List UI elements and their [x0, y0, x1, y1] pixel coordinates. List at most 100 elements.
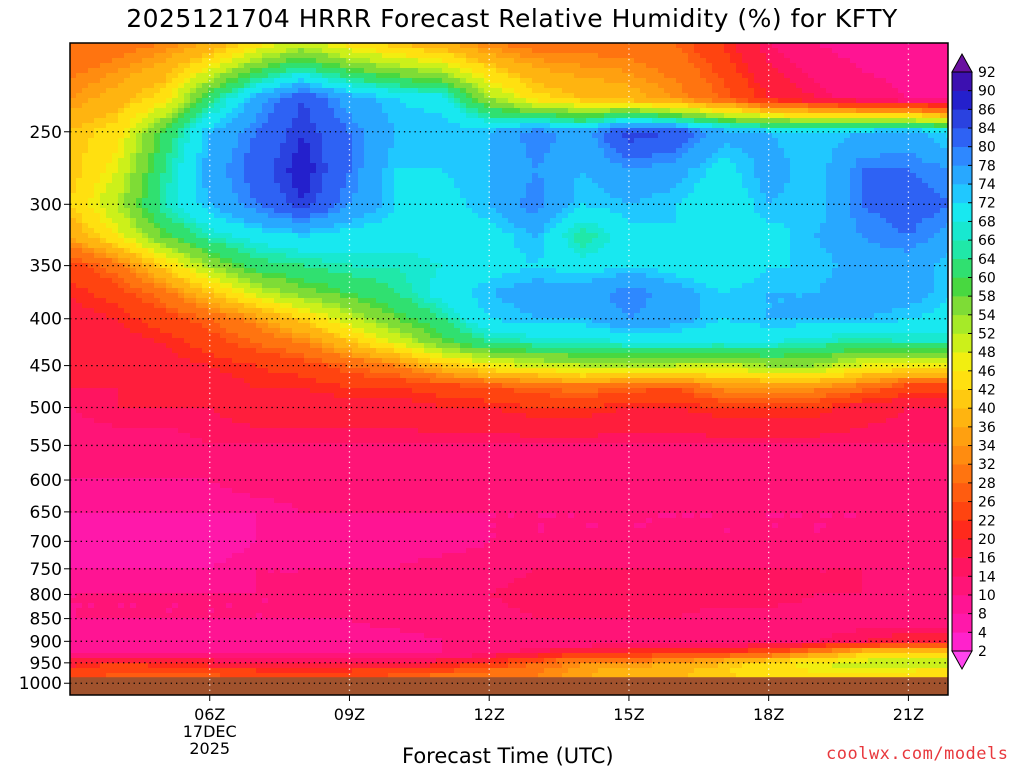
rh-cell: [274, 178, 281, 184]
rh-cell: [178, 68, 185, 74]
rh-cell: [220, 153, 227, 159]
rh-cell: [472, 173, 479, 179]
rh-cell: [292, 163, 299, 169]
rh-cell: [496, 53, 503, 59]
rh-cell: [862, 88, 869, 94]
rh-cell: [160, 68, 167, 74]
rh-cell: [838, 63, 845, 69]
rh-cell: [688, 93, 695, 99]
rh-cell: [172, 173, 179, 179]
rh-cell: [874, 143, 881, 149]
rh-cell: [634, 68, 641, 74]
rh-cell: [934, 123, 941, 129]
rh-cell: [94, 198, 101, 204]
rh-cell: [886, 173, 893, 179]
rh-cell: [400, 98, 407, 104]
rh-cell: [844, 148, 851, 154]
rh-cell: [76, 58, 83, 64]
rh-cell: [694, 183, 701, 189]
rh-cell: [832, 58, 839, 64]
rh-cell: [802, 78, 809, 84]
rh-cell: [796, 178, 803, 184]
rh-cell: [922, 163, 929, 169]
rh-cell: [580, 63, 587, 69]
rh-cell: [880, 183, 887, 189]
rh-cell: [250, 83, 257, 89]
rh-cell: [598, 103, 605, 109]
rh-cell: [394, 193, 401, 199]
rh-cell: [748, 68, 755, 74]
rh-cell: [880, 113, 887, 119]
rh-cell: [856, 73, 863, 79]
rh-cell: [172, 68, 179, 74]
rh-cell: [490, 98, 497, 104]
rh-cell: [160, 178, 167, 184]
rh-cell: [370, 173, 377, 179]
rh-cell: [454, 103, 461, 109]
rh-cell: [664, 168, 671, 174]
rh-cell: [262, 123, 269, 129]
rh-cell: [178, 98, 185, 104]
rh-cell: [298, 198, 305, 204]
rh-cell: [472, 118, 479, 124]
rh-cell: [844, 43, 851, 49]
rh-cell: [760, 208, 767, 214]
rh-cell: [388, 108, 395, 114]
rh-cell: [700, 58, 707, 64]
rh-cell: [94, 133, 101, 139]
rh-cell: [154, 88, 161, 94]
rh-cell: [286, 203, 293, 209]
rh-cell: [280, 93, 287, 99]
rh-cell: [622, 73, 629, 79]
rh-cell: [574, 68, 581, 74]
rh-cell: [676, 173, 683, 179]
rh-cell: [862, 113, 869, 119]
rh-cell: [484, 113, 491, 119]
rh-cell: [346, 118, 353, 124]
rh-cell: [664, 188, 671, 194]
rh-cell: [790, 173, 797, 179]
rh-cell: [904, 108, 911, 114]
rh-cell: [496, 128, 503, 134]
rh-cell: [472, 108, 479, 114]
rh-cell: [928, 78, 935, 84]
rh-cell: [520, 68, 527, 74]
rh-cell: [916, 98, 923, 104]
rh-cell: [574, 133, 581, 139]
rh-cell: [442, 188, 449, 194]
rh-cell: [436, 178, 443, 184]
rh-cell: [118, 138, 125, 144]
rh-cell: [130, 78, 137, 84]
rh-cell: [238, 183, 245, 189]
rh-cell: [874, 53, 881, 59]
rh-cell: [100, 63, 107, 69]
rh-cell: [598, 163, 605, 169]
rh-cell: [508, 63, 515, 69]
rh-cell: [490, 128, 497, 134]
rh-cell: [412, 153, 419, 159]
rh-cell: [82, 118, 89, 124]
rh-cell: [742, 193, 749, 199]
rh-cell: [418, 188, 425, 194]
rh-cell: [682, 128, 689, 134]
rh-cell: [154, 173, 161, 179]
rh-cell: [892, 163, 899, 169]
rh-cell: [436, 173, 443, 179]
rh-cell: [160, 98, 167, 104]
rh-cell: [154, 153, 161, 159]
rh-cell: [286, 138, 293, 144]
rh-cell: [604, 163, 611, 169]
rh-cell: [718, 88, 725, 94]
rh-cell: [178, 118, 185, 124]
rh-cell: [124, 123, 131, 129]
rh-cell: [880, 188, 887, 194]
rh-cell: [904, 143, 911, 149]
rh-cell: [70, 163, 77, 169]
rh-cell: [106, 203, 113, 209]
rh-cell: [808, 83, 815, 89]
rh-cell: [736, 208, 743, 214]
rh-cell: [892, 53, 899, 59]
rh-cell: [244, 78, 251, 84]
rh-cell: [544, 148, 551, 154]
rh-cell: [466, 73, 473, 79]
